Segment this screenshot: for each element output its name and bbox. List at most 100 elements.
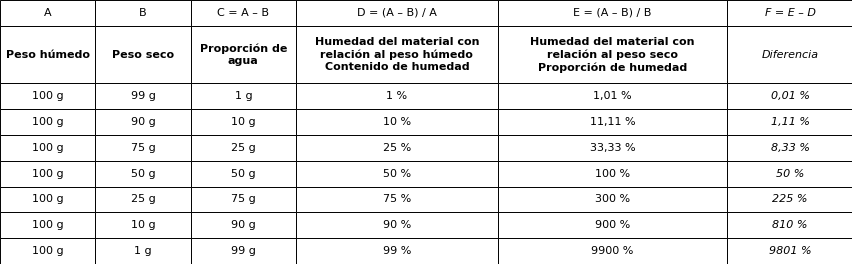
Bar (0, 135, 95, 161)
Text: 33,33 %: 33,33 % (589, 143, 635, 153)
Text: 100 g: 100 g (32, 195, 63, 205)
Bar (726, 187, 852, 213)
Bar (726, 135, 852, 161)
Text: Diferencia: Diferencia (761, 50, 818, 60)
Text: Humedad del material con
relación al peso seco
Proporción de humedad: Humedad del material con relación al pes… (530, 36, 694, 73)
Text: Proporción de
agua: Proporción de agua (199, 43, 286, 66)
Bar (190, 83, 296, 109)
Text: 100 %: 100 % (594, 169, 630, 179)
Text: 50 g: 50 g (231, 169, 256, 179)
Bar (0, 187, 95, 213)
Text: 100 g: 100 g (32, 246, 63, 256)
Bar (498, 109, 726, 135)
Bar (726, 238, 852, 264)
Text: D = (A – B) / A: D = (A – B) / A (356, 8, 436, 18)
Text: 10 g: 10 g (231, 117, 256, 127)
Text: 225 %: 225 % (771, 195, 807, 205)
Bar (498, 238, 726, 264)
Bar (296, 187, 498, 213)
Bar (726, 0, 852, 26)
Text: 9900 %: 9900 % (590, 246, 633, 256)
Text: 1 %: 1 % (386, 91, 407, 101)
Bar (0, 161, 95, 187)
Text: 11,11 %: 11,11 % (589, 117, 635, 127)
Bar (190, 135, 296, 161)
Bar (190, 238, 296, 264)
Bar (0, 238, 95, 264)
Text: 75 %: 75 % (383, 195, 411, 205)
Text: 100 g: 100 g (32, 117, 63, 127)
Bar (0, 83, 95, 109)
Bar (190, 187, 296, 213)
Text: Humedad del material con
relación al peso húmedo
Contenido de humedad: Humedad del material con relación al pes… (314, 37, 479, 72)
Text: B: B (139, 8, 147, 18)
Text: Peso seco: Peso seco (112, 50, 174, 60)
Bar (296, 0, 498, 26)
Text: 99 %: 99 % (383, 246, 411, 256)
Text: 25 %: 25 % (383, 143, 411, 153)
Bar (296, 83, 498, 109)
Text: 10 %: 10 % (383, 117, 411, 127)
Bar (0, 26, 95, 83)
Bar (498, 213, 726, 238)
Bar (498, 135, 726, 161)
Bar (95, 0, 190, 26)
Bar (190, 26, 296, 83)
Text: 50 %: 50 % (775, 169, 803, 179)
Text: 75 g: 75 g (231, 195, 256, 205)
Bar (0, 0, 95, 26)
Bar (0, 109, 95, 135)
Bar (296, 213, 498, 238)
Bar (726, 109, 852, 135)
Bar (95, 109, 190, 135)
Text: F = E – D: F = E – D (763, 8, 815, 18)
Bar (498, 187, 726, 213)
Text: 1 g: 1 g (234, 91, 252, 101)
Text: 9801 %: 9801 % (768, 246, 810, 256)
Bar (296, 26, 498, 83)
Bar (95, 83, 190, 109)
Bar (498, 0, 726, 26)
Bar (498, 26, 726, 83)
Text: 50 g: 50 g (130, 169, 155, 179)
Text: E = (A – B) / B: E = (A – B) / B (573, 8, 651, 18)
Text: 100 g: 100 g (32, 220, 63, 230)
Text: 90 g: 90 g (231, 220, 256, 230)
Bar (726, 26, 852, 83)
Text: Peso húmedo: Peso húmedo (6, 50, 89, 60)
Bar (726, 213, 852, 238)
Bar (296, 238, 498, 264)
Text: 1 g: 1 g (134, 246, 152, 256)
Text: 75 g: 75 g (130, 143, 155, 153)
Bar (95, 135, 190, 161)
Text: 10 g: 10 g (130, 220, 155, 230)
Text: 300 %: 300 % (594, 195, 630, 205)
Bar (296, 161, 498, 187)
Bar (296, 135, 498, 161)
Text: 1,01 %: 1,01 % (592, 91, 631, 101)
Text: 99 g: 99 g (130, 91, 155, 101)
Bar (95, 187, 190, 213)
Text: 100 g: 100 g (32, 91, 63, 101)
Text: 100 g: 100 g (32, 169, 63, 179)
Bar (726, 83, 852, 109)
Text: 0,01 %: 0,01 % (769, 91, 809, 101)
Bar (95, 161, 190, 187)
Text: 8,33 %: 8,33 % (769, 143, 809, 153)
Text: C = A – B: C = A – B (217, 8, 269, 18)
Bar (190, 0, 296, 26)
Text: 100 g: 100 g (32, 143, 63, 153)
Text: 99 g: 99 g (231, 246, 256, 256)
Bar (296, 109, 498, 135)
Text: 90 %: 90 % (383, 220, 411, 230)
Bar (726, 161, 852, 187)
Bar (95, 26, 190, 83)
Text: 50 %: 50 % (383, 169, 411, 179)
Text: 1,11 %: 1,11 % (769, 117, 809, 127)
Text: 25 g: 25 g (130, 195, 155, 205)
Bar (190, 213, 296, 238)
Text: 90 g: 90 g (130, 117, 155, 127)
Text: 25 g: 25 g (231, 143, 256, 153)
Bar (0, 213, 95, 238)
Bar (190, 161, 296, 187)
